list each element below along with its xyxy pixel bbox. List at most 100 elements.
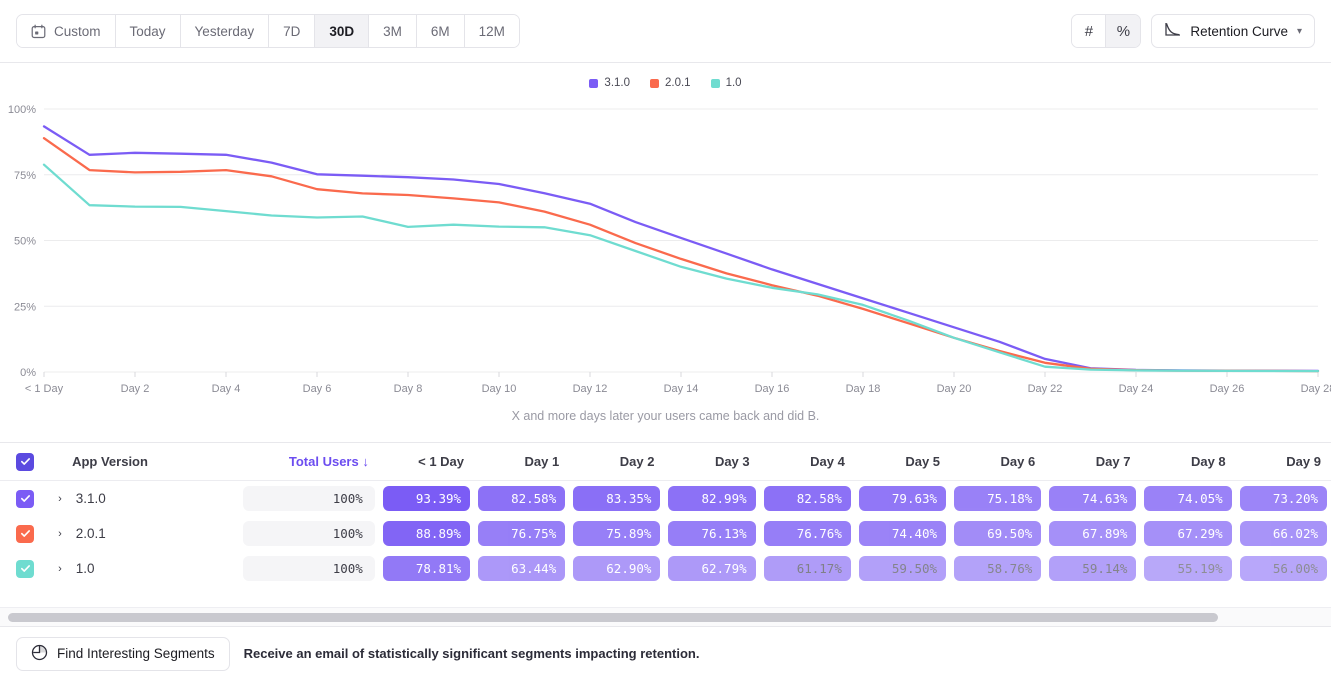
- legend-item-1.0[interactable]: 1.0: [710, 77, 742, 89]
- retention-cell: 88.89%: [379, 516, 474, 551]
- row-label: 2.0.1: [75, 526, 106, 541]
- retention-cell: 67.89%: [1045, 516, 1140, 551]
- retention-cell: 74.05%: [1140, 481, 1235, 516]
- retention-value: 83.35%: [573, 486, 661, 511]
- retention-value: 79.63%: [858, 486, 947, 511]
- expand-row-icon[interactable]: ›: [58, 527, 62, 540]
- y-axis-tick-label: 25%: [14, 301, 36, 313]
- range-button-30d[interactable]: 30D: [315, 15, 370, 47]
- legend-item-3.1.0[interactable]: 3.1.0: [589, 77, 630, 89]
- total-users-cell: 100%: [239, 481, 379, 516]
- retention-cell: 69.50%: [950, 516, 1045, 551]
- retention-value: 62.79%: [668, 556, 756, 581]
- find-interesting-segments-button[interactable]: Find Interesting Segments: [16, 636, 230, 671]
- retention-value: 82.99%: [668, 486, 756, 511]
- header-day-4[interactable]: Day 4: [759, 443, 855, 481]
- select-all-checkbox[interactable]: [16, 452, 34, 471]
- x-axis-tick-label: Day 16: [755, 383, 790, 395]
- retention-value: 75.89%: [573, 521, 661, 546]
- retention-cell: 82.99%: [664, 481, 759, 516]
- date-range-selector[interactable]: Custom Today Yesterday 7D 30D 3M 6M 12M: [16, 14, 520, 48]
- retention-value: 93.39%: [382, 486, 471, 511]
- x-axis-tick-label: Day 4: [212, 383, 241, 395]
- retention-cell: 63.44%: [474, 551, 569, 586]
- retention-cell: 58.76%: [950, 551, 1045, 586]
- range-button-label: Today: [129, 23, 166, 39]
- retention-value: 74.05%: [1144, 486, 1232, 511]
- range-button-7d[interactable]: 7D: [269, 15, 316, 47]
- header-day-1[interactable]: Day 1: [474, 443, 570, 481]
- retention-cell: 62.90%: [569, 551, 664, 586]
- retention-cell: 75.18%: [950, 481, 1045, 516]
- range-button-today[interactable]: Today: [115, 15, 181, 47]
- range-button-label: 3M: [383, 23, 402, 39]
- retention-chart-svg: 0% 25% 50% 75% 100% < 1 Day Day 2 Day 4 Day 6 Day…: [8, 104, 1331, 395]
- retention-cell: 73.20%: [1236, 481, 1331, 516]
- expand-row-icon[interactable]: ›: [58, 492, 62, 505]
- retention-value: 76.75%: [478, 521, 566, 546]
- header-day-8[interactable]: Day 8: [1140, 443, 1236, 481]
- range-button-3m[interactable]: 3M: [369, 15, 417, 47]
- range-button-6m[interactable]: 6M: [416, 15, 465, 47]
- select-all-header: [0, 443, 49, 481]
- range-button-yesterday[interactable]: Yesterday: [180, 15, 270, 47]
- retention-cell: 55.19%: [1140, 551, 1235, 586]
- value-format-toggle-group[interactable]: # %: [1071, 14, 1142, 48]
- range-button-label: Yesterday: [194, 23, 255, 39]
- retention-cell: 76.76%: [760, 516, 855, 551]
- x-axis-tick-label: Day 18: [846, 383, 881, 395]
- retention-cell: 74.63%: [1045, 481, 1140, 516]
- row-checkbox-3.1.0[interactable]: [16, 489, 34, 508]
- retention-value: 74.63%: [1049, 486, 1137, 511]
- header-day-6[interactable]: Day 6: [950, 443, 1046, 481]
- table-row: › 3.1.0 100% 93.39% 82.58% 83.35% 82.99% 82.58%…: [0, 481, 1331, 516]
- retention-value: 59.14%: [1049, 556, 1137, 581]
- range-button-12m[interactable]: 12M: [464, 15, 519, 47]
- row-checkbox-2.0.1[interactable]: [16, 524, 34, 543]
- row-checkbox-1.0[interactable]: [16, 559, 34, 578]
- toolbar: Custom Today Yesterday 7D 30D 3M 6M 12M # % Ret…: [0, 0, 1331, 63]
- retention-cell: 79.63%: [855, 481, 950, 516]
- table-body: › 3.1.0 100% 93.39% 82.58% 83.35% 82.99% 82.58%…: [0, 481, 1331, 586]
- series-line-2.0.1: [42, 137, 1320, 373]
- x-axis-tick-label: Day 28: [1301, 383, 1331, 395]
- retention-value: 56.00%: [1239, 556, 1327, 581]
- percent-icon[interactable]: %: [1106, 15, 1141, 47]
- header-day-3[interactable]: Day 3: [664, 443, 760, 481]
- scrollbar-thumb[interactable]: [8, 612, 1218, 622]
- horizontal-scrollbar[interactable]: [0, 607, 1331, 626]
- expand-row-icon[interactable]: ›: [58, 562, 62, 575]
- retention-value: 55.19%: [1144, 556, 1232, 581]
- hash-icon[interactable]: #: [1072, 15, 1107, 47]
- retention-cell: 62.79%: [664, 551, 759, 586]
- legend-item-2.0.1[interactable]: 2.0.1: [650, 77, 691, 89]
- x-axis-tick-label: Day 12: [573, 383, 608, 395]
- retention-cell: 82.58%: [760, 481, 855, 516]
- range-button-custom[interactable]: Custom: [17, 15, 116, 47]
- x-axis-tick-label: Day 24: [1119, 383, 1154, 395]
- header-total-users[interactable]: Total Users ↓: [238, 443, 379, 481]
- retention-table-area: App Version Total Users ↓ < 1 Day Day 1 Day …: [0, 442, 1331, 626]
- legend-label: 2.0.1: [665, 77, 691, 89]
- header-day-7[interactable]: Day 7: [1045, 443, 1141, 481]
- retention-value: 61.17%: [763, 556, 851, 581]
- retention-cell: 61.17%: [760, 551, 855, 586]
- header-1-day[interactable]: < 1 Day: [378, 443, 475, 481]
- retention-value: 88.89%: [382, 521, 471, 546]
- chart-type-dropdown[interactable]: Retention Curve ▾: [1151, 14, 1315, 48]
- retention-cell: 66.02%: [1236, 516, 1331, 551]
- table-header: App Version Total Users ↓ < 1 Day Day 1 Day …: [0, 443, 1331, 481]
- x-axis-tick-label: Day 22: [1028, 383, 1063, 395]
- range-button-label: 6M: [430, 23, 450, 39]
- header-day-5[interactable]: Day 5: [854, 443, 951, 481]
- row-name-cell: › 2.0.1: [48, 516, 238, 551]
- header-app-version[interactable]: App Version: [48, 443, 239, 481]
- retention-value: 73.20%: [1239, 486, 1327, 511]
- table-row: › 2.0.1 100% 88.89% 76.75% 75.89% 76.13% 76.76%…: [0, 516, 1331, 551]
- header-day-9[interactable]: Day 9: [1235, 443, 1331, 481]
- chart-type-label: Retention Curve: [1190, 23, 1288, 39]
- header-day-2[interactable]: Day 2: [569, 443, 665, 481]
- x-axis-tick-label: < 1 Day: [25, 383, 64, 395]
- retention-curve-icon: [1164, 22, 1181, 40]
